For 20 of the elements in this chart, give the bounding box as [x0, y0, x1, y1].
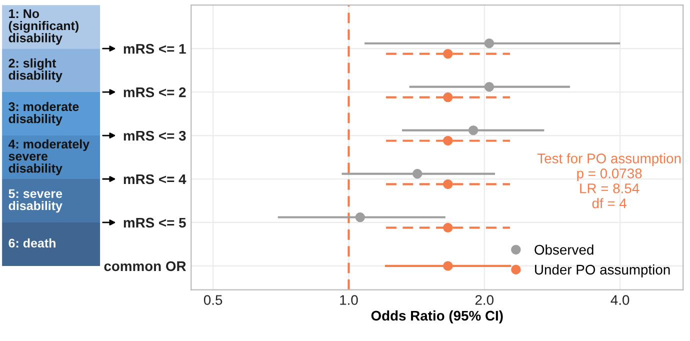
legend-label: Under PO assumption [535, 264, 670, 278]
y-tick-label: mRS <= 2 [124, 87, 186, 98]
x-tick-label: 2.0 [475, 295, 494, 305]
text: 4: moderately severe disability [8, 139, 90, 176]
y-tick-label: mRS <= 3 [124, 130, 186, 141]
text: 3: moderate disability [8, 102, 79, 126]
text: 6: death [8, 238, 56, 248]
x-tick-label: 4.0 [610, 295, 630, 305]
text: 5: severe disability [8, 189, 62, 213]
legend-label: Observed [534, 244, 594, 255]
y-tick-label: mRS <= 1 [124, 44, 186, 54]
x-tick-label: 1.0 [340, 295, 358, 305]
text: 1: No (significant) disability [8, 9, 78, 45]
y-tick-label: mRS <= 5 [124, 218, 186, 228]
annotation: Test for PO assumption p = 0.0738 LR = 8.54 df = 4 [537, 153, 681, 208]
y-tick-label: mRS <= 4 [124, 174, 186, 184]
x-tick-label: 0.5 [204, 295, 222, 305]
x-axis-title: Odds Ratio (95% CI) [371, 310, 503, 324]
y-tick-label: common OR [104, 261, 186, 272]
text: 2: slight disability [8, 58, 62, 82]
